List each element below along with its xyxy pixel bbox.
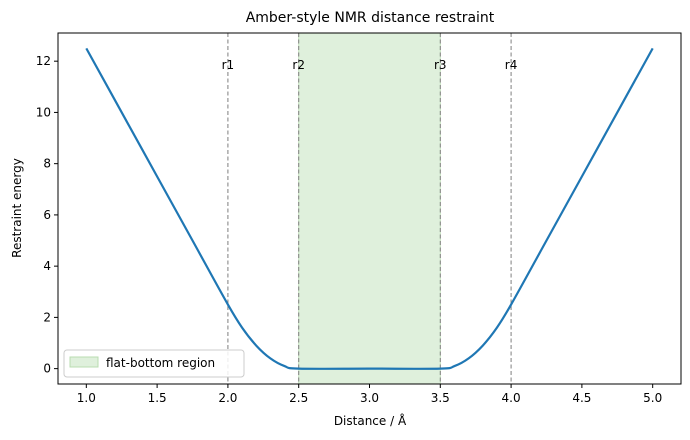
y-tick-label-4: 8 (43, 157, 51, 171)
x-tick-label-6: 4.0 (502, 391, 521, 405)
x-axis-label: Distance / Å (334, 413, 407, 428)
series-line-0 (85, 47, 654, 370)
legend-box (63, 349, 245, 378)
x-tick-label-3: 2.5 (289, 391, 308, 405)
y-tick-label-5: 10 (36, 105, 51, 119)
flat-bottom-region (298, 32, 441, 385)
x-tick-label-0: 1.0 (77, 391, 96, 405)
y-tick-label-0: 0 (43, 362, 51, 376)
y-axis-label: Restraint energy (10, 158, 24, 258)
y-tick-label-6: 12 (36, 54, 51, 68)
marker-label-r4: r4 (505, 58, 518, 72)
plot-area: r1 r2 r3 r4 (85, 32, 654, 385)
x-tick-label-8: 5.0 (643, 391, 662, 405)
legend-swatch-flat-bottom (69, 356, 99, 368)
x-tick-label-7: 4.5 (572, 391, 591, 405)
x-tick-label-2: 2.0 (218, 391, 237, 405)
y-axis: 0 2 4 6 8 10 12 (36, 54, 58, 376)
x-tick-label-1: 1.5 (148, 391, 167, 405)
x-tick-label-5: 3.5 (431, 391, 450, 405)
legend: flat-bottom region (63, 349, 245, 378)
marker-label-r1: r1 (222, 58, 235, 72)
marker-label-r3: r3 (434, 58, 447, 72)
x-tick-label-4: 3.0 (360, 391, 379, 405)
legend-label-flat-bottom: flat-bottom region (106, 356, 215, 370)
x-axis: 1.0 1.5 2.0 2.5 3.0 3.5 4.0 4.5 5.0 (77, 384, 662, 405)
y-tick-label-3: 6 (43, 208, 51, 222)
y-tick-label-2: 4 (43, 259, 51, 273)
y-tick-label-1: 2 (43, 310, 51, 324)
chart-title: Amber-style NMR distance restraint (246, 10, 495, 26)
marker-label-r2: r2 (292, 58, 305, 72)
